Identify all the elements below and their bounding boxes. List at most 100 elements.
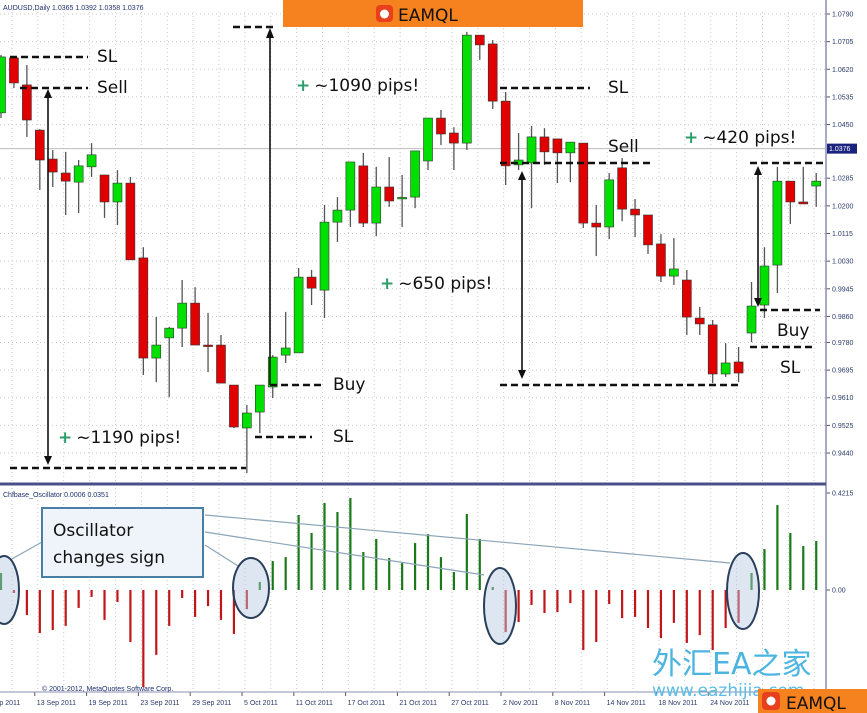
bullish-candle-body	[255, 384, 265, 413]
candle	[164, 326, 175, 398]
bullish-candle-body	[73, 165, 84, 183]
bullish-candle-body	[242, 412, 252, 429]
date-tick-label: 7 Sep 2011	[0, 700, 20, 707]
trade3-annotation: SL Sell + ~650 pips!	[380, 78, 742, 387]
candle	[99, 174, 110, 218]
bearish-candle-body	[203, 344, 213, 347]
candle	[513, 133, 524, 171]
callout-pointer	[204, 514, 731, 564]
plus-icon: +	[684, 128, 698, 148]
bearish-candle-body	[591, 222, 602, 228]
candle	[707, 320, 718, 384]
trade2-entry-label: Buy	[333, 375, 366, 395]
bullish-candle-body	[526, 136, 537, 164]
candle	[604, 173, 614, 240]
candle	[371, 166, 382, 237]
bearish-candle-body	[474, 34, 485, 46]
bullish-candle-body	[345, 161, 356, 211]
bearish-candle-body	[785, 180, 796, 203]
candle	[578, 142, 589, 228]
candle	[410, 150, 420, 209]
bullish-candle-body	[565, 141, 576, 154]
candle	[177, 280, 187, 348]
plus-icon: +	[380, 274, 394, 294]
bullish-candle-body	[0, 56, 6, 114]
price-tick-label: 1.0285	[832, 176, 854, 183]
bullish-candle-body	[397, 197, 407, 200]
candle	[190, 287, 200, 346]
bullish-candle-body	[293, 276, 304, 354]
svg-text:+~420 pips!: + ~420 pips!	[684, 128, 796, 148]
candle	[785, 180, 796, 225]
price-tick-label: 1.0030	[832, 259, 854, 266]
candle	[293, 267, 304, 354]
bearish-candle-body	[138, 257, 149, 359]
current-price-badge	[827, 143, 857, 154]
date-tick-label: 27 Oct 2011	[451, 700, 489, 707]
bearish-candle-body	[539, 136, 550, 153]
bearish-candle-body	[99, 174, 110, 203]
candle	[216, 334, 226, 384]
date-tick-label: 29 Sep 2011	[192, 700, 231, 707]
trade2-sl-label: SL	[333, 427, 354, 447]
bearish-candle-body	[643, 214, 653, 246]
copyright-text: © 2001-2012, MetaQuotes Software Corp.	[42, 685, 173, 693]
trade4-profit: ~420 pips!	[702, 128, 796, 148]
candle	[280, 311, 291, 363]
sign-change-marker	[726, 552, 760, 630]
logo-brand: EAMQL	[786, 694, 846, 713]
grid	[0, 12, 826, 690]
candle	[242, 404, 252, 474]
bearish-candle-body	[216, 344, 226, 384]
price-tick-label: 0.9945	[832, 286, 854, 293]
candle	[449, 127, 459, 171]
plus-icon: +	[58, 428, 72, 448]
trade4-sl-label: SL	[780, 358, 801, 378]
bearish-candle-body	[358, 165, 369, 224]
bearish-candle-body	[384, 186, 395, 202]
candle	[617, 158, 627, 222]
date-tick-label: 18 Nov 2011	[658, 700, 697, 707]
date-tick-label: 19 Sep 2011	[89, 700, 128, 707]
bearish-candle-body	[22, 84, 32, 121]
candle	[746, 281, 757, 343]
candle	[332, 197, 343, 242]
bullish-candle-body	[177, 302, 187, 329]
oscillator-tick-label: 0.4215	[832, 491, 854, 498]
candle	[720, 343, 731, 377]
candle	[643, 214, 653, 254]
bearish-candle-body	[306, 276, 317, 289]
bullish-candle-body	[164, 327, 175, 339]
price-tick-label: 0.9695	[832, 368, 854, 375]
candle	[47, 149, 58, 188]
price-tick-label: 0.9610	[832, 395, 854, 402]
candle	[487, 40, 498, 109]
price-tick-label: 1.0115	[832, 231, 853, 238]
candle	[682, 269, 692, 335]
svg-text:+~1190 pips!: + ~1190 pips!	[58, 428, 181, 448]
candle	[798, 166, 809, 205]
callout-pointer	[9, 541, 43, 561]
candle	[759, 247, 770, 319]
candle	[138, 247, 149, 375]
bullish-candle-body	[462, 34, 472, 144]
bearish-candle-body	[60, 172, 71, 182]
sign-change-marker	[483, 567, 517, 645]
bullish-candle-body	[267, 356, 278, 388]
trade1-annotation: SL Sell + ~1190 pips!	[10, 47, 246, 470]
symbol-header: AUDUSD,Daily 1.0365 1.0392 1.0358 1.0376	[3, 5, 144, 12]
banner-background	[283, 0, 583, 27]
date-tick-label: 5 Oct 2011	[244, 700, 278, 707]
top-brand-banner: EAMQL	[283, 0, 583, 27]
trade1-sl-label: SL	[97, 47, 118, 67]
candle	[462, 31, 472, 150]
candle	[526, 125, 537, 209]
bullish-candle-body	[332, 209, 343, 223]
candle	[539, 128, 550, 165]
candle	[319, 204, 330, 319]
candle	[125, 176, 136, 261]
candle	[0, 54, 6, 119]
price-tick-label: 1.0450	[832, 122, 854, 129]
trade1-entry-label: Sell	[97, 78, 128, 98]
